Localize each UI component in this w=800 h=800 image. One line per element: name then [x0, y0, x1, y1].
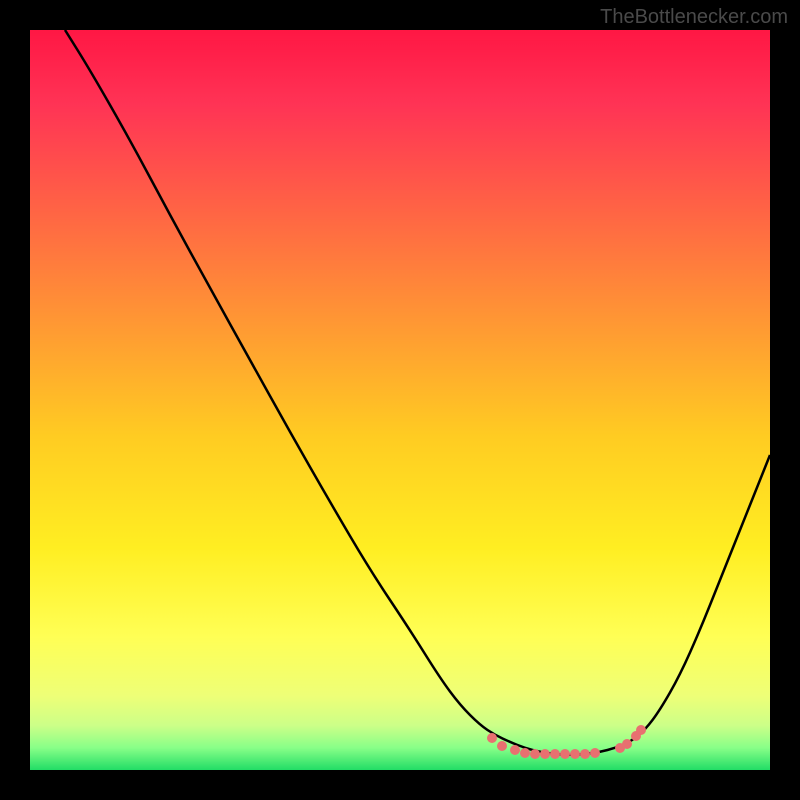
data-dot	[540, 749, 550, 759]
data-dot	[560, 749, 570, 759]
data-dot	[636, 725, 646, 735]
curve-layer	[30, 30, 770, 770]
data-dot	[580, 749, 590, 759]
data-dot	[622, 739, 632, 749]
data-dot	[487, 733, 497, 743]
data-dot	[550, 749, 560, 759]
data-dot	[570, 749, 580, 759]
data-dot	[510, 745, 520, 755]
bottleneck-curve	[65, 30, 770, 755]
data-dot	[530, 749, 540, 759]
watermark-text: TheBottlenecker.com	[600, 6, 788, 29]
data-dot	[497, 741, 507, 751]
data-dot	[590, 748, 600, 758]
data-dot	[520, 748, 530, 758]
chart-plot-area	[30, 30, 770, 770]
